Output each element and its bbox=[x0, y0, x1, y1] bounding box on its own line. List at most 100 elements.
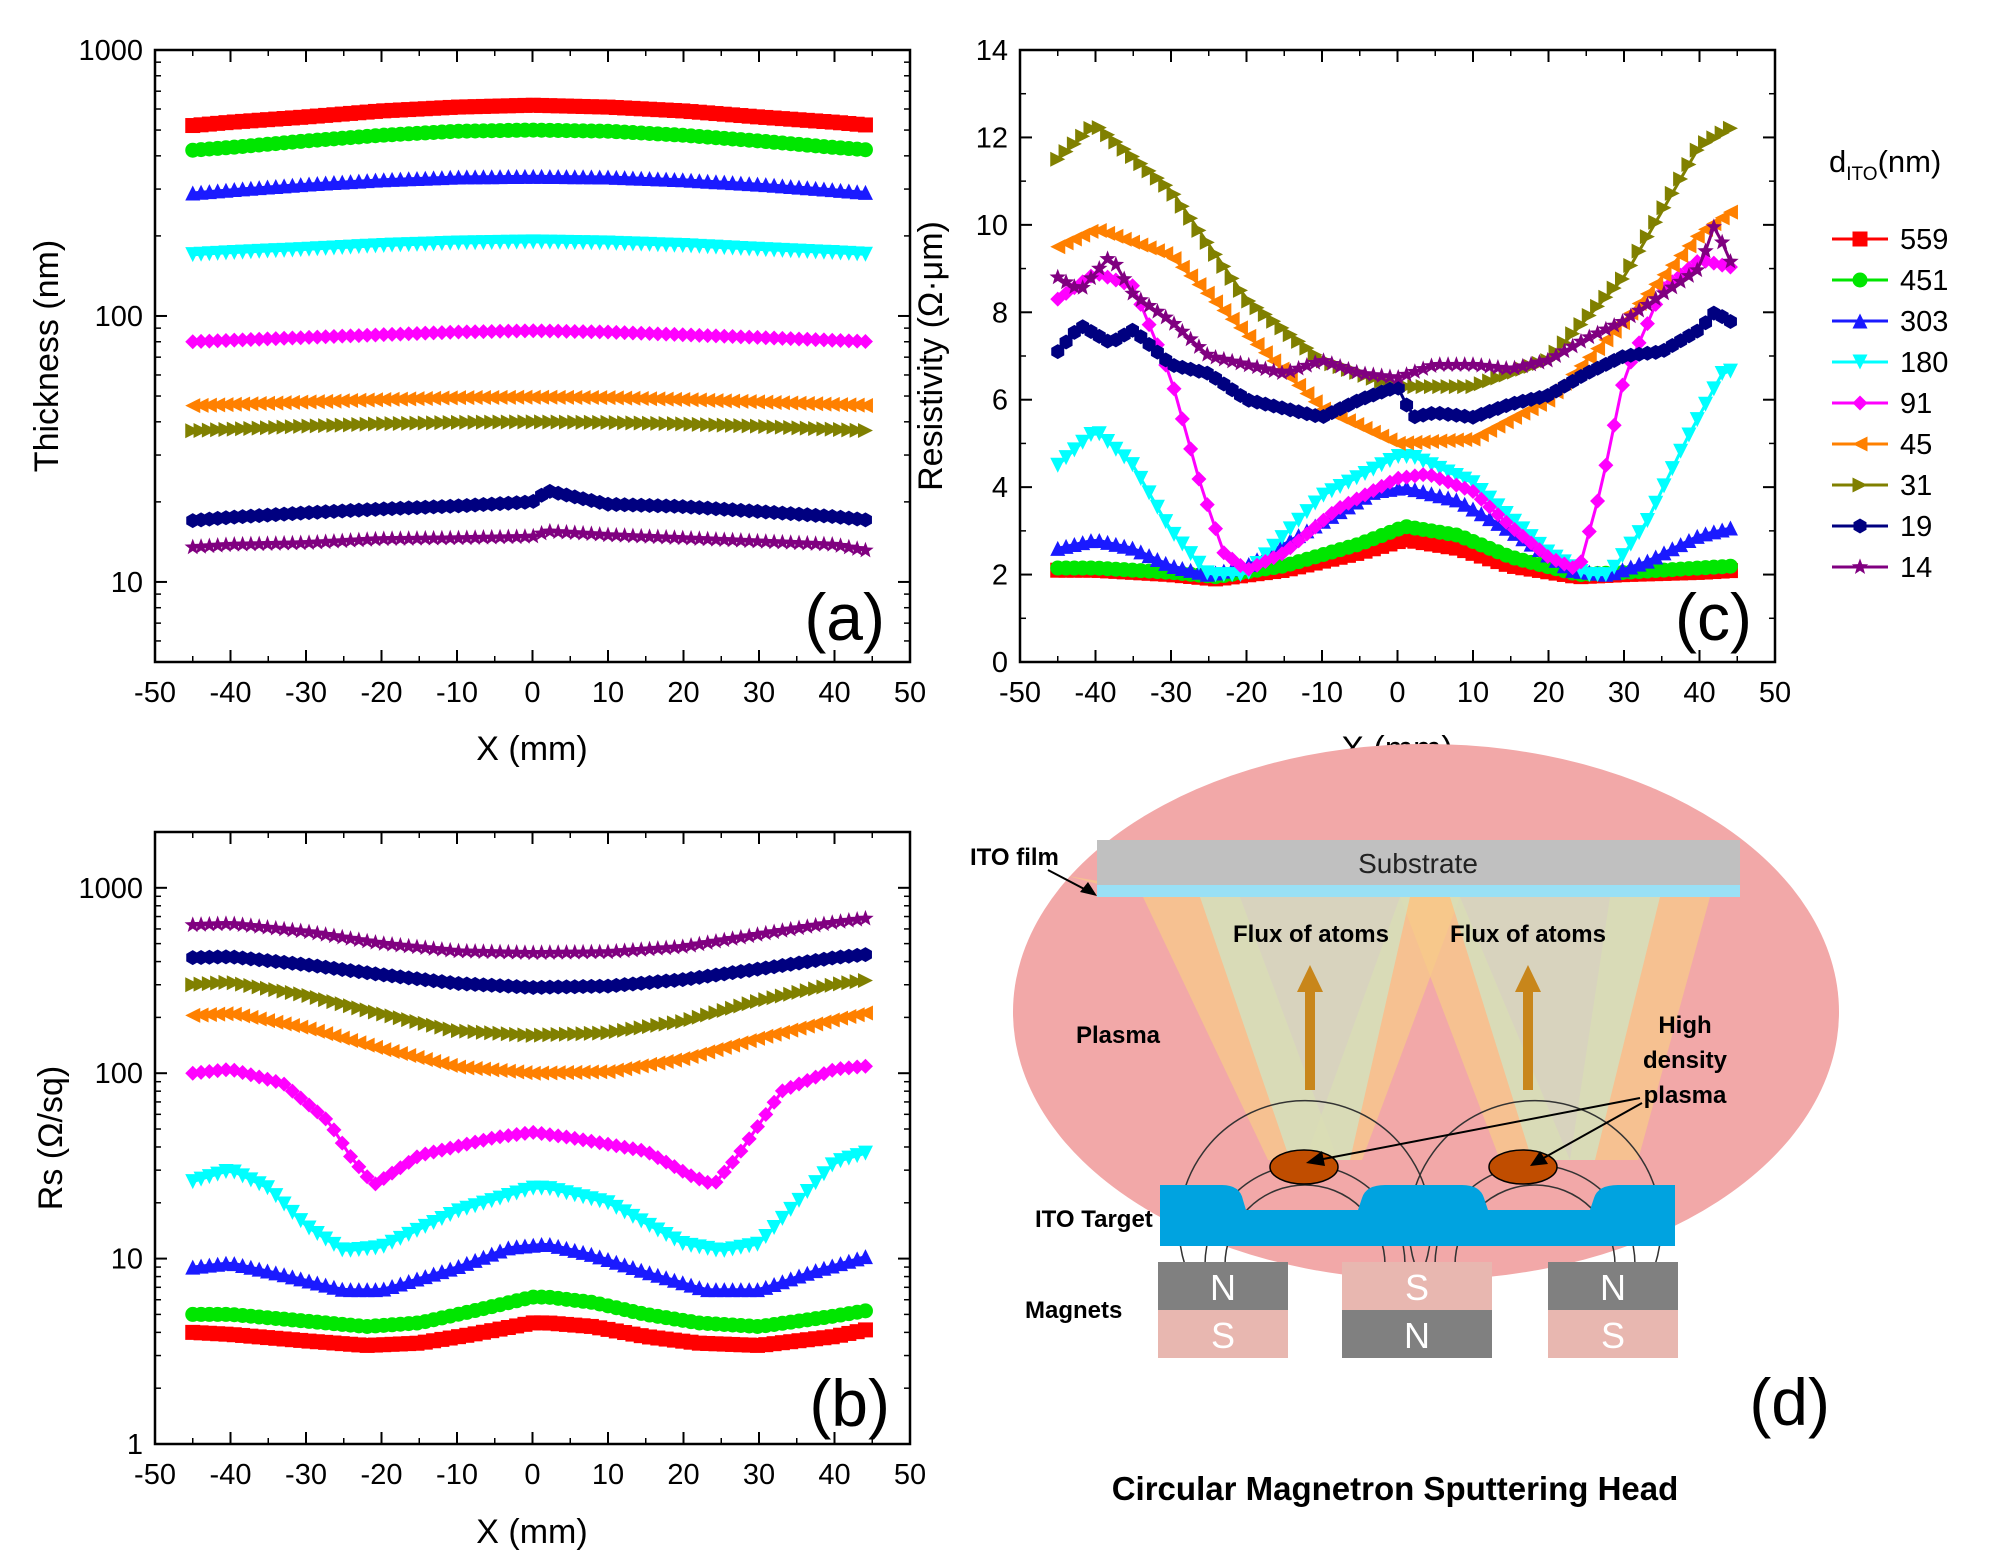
data-point-c-31-68 bbox=[1614, 271, 1630, 287]
data-point-c-45-25 bbox=[1257, 345, 1273, 361]
series-a-19 bbox=[186, 483, 872, 529]
data-point-c-14-19 bbox=[1207, 348, 1224, 365]
data-point-c-180-73 bbox=[1656, 478, 1672, 494]
data-point-c-14-67 bbox=[1605, 316, 1623, 333]
data-point-c-31-4 bbox=[1083, 121, 1099, 137]
ito-target bbox=[1160, 1185, 1675, 1246]
data-point-a-91-72 bbox=[783, 331, 799, 347]
data-point-a-31-9 bbox=[259, 420, 275, 436]
data-point-b-45-6 bbox=[235, 1008, 251, 1024]
data-point-c-180-36 bbox=[1349, 470, 1365, 486]
data-point-b-180-36 bbox=[484, 1193, 500, 1209]
data-point-b-31-31 bbox=[442, 1021, 458, 1037]
data-point-b-45-51 bbox=[608, 1062, 624, 1078]
data-point-c-31-74 bbox=[1664, 185, 1680, 201]
data-point-b-91-66 bbox=[733, 1143, 749, 1159]
data-point-c-180-34 bbox=[1332, 478, 1348, 494]
data-point-c-180-27 bbox=[1274, 530, 1290, 546]
data-point-a-45-61 bbox=[691, 392, 707, 408]
data-point-b-31-10 bbox=[268, 982, 284, 998]
data-point-c-31-18 bbox=[1199, 234, 1215, 250]
data-point-c-45-18 bbox=[1199, 285, 1215, 301]
data-point-c-91-32 bbox=[1316, 512, 1332, 528]
data-point-a-14-28 bbox=[417, 529, 434, 546]
data-point-b-45-7 bbox=[243, 1009, 259, 1025]
data-point-a-14-53 bbox=[624, 527, 642, 544]
data-point-a-14-66 bbox=[732, 532, 750, 548]
magnet-right: N S bbox=[1548, 1262, 1678, 1358]
data-point-c-14-58 bbox=[1531, 353, 1548, 370]
data-point-c-91-68 bbox=[1614, 377, 1630, 393]
data-point-c-91-15 bbox=[1174, 411, 1190, 427]
data-point-a-91-49 bbox=[592, 324, 608, 340]
data-point-c-180-80 bbox=[1714, 365, 1730, 381]
legend-title-subscript: ITO bbox=[1846, 164, 1877, 185]
data-point-b-91-18 bbox=[334, 1135, 350, 1151]
data-point-b-45-68 bbox=[749, 1030, 765, 1046]
data-point-c-31-39 bbox=[1374, 373, 1390, 389]
data-point-b-31-28 bbox=[417, 1015, 433, 1031]
data-point-a-91-31 bbox=[442, 324, 458, 340]
data-point-c-45-75 bbox=[1673, 247, 1689, 263]
data-point-a-14-19 bbox=[342, 532, 359, 548]
data-point-b-180-31 bbox=[442, 1207, 458, 1223]
data-point-b-14-1 bbox=[192, 916, 210, 932]
data-point-b-31-46 bbox=[567, 1026, 583, 1042]
data-point-a-91-18 bbox=[334, 328, 350, 344]
data-point-a-91-37 bbox=[492, 323, 508, 339]
data-point-c-91-50 bbox=[1465, 484, 1481, 500]
flux-arrow-right bbox=[1515, 965, 1541, 1090]
data-point-b-180-81 bbox=[857, 1145, 873, 1161]
data-point-c-14-0 bbox=[1049, 268, 1066, 285]
data-point-b-14-51 bbox=[608, 942, 625, 959]
data-point-b-31-64 bbox=[716, 1002, 732, 1018]
data-point-b-14-75 bbox=[807, 916, 824, 933]
data-point-c-91-51 bbox=[1473, 491, 1489, 507]
panel-c-y-axis-title: Resistivity (Ω·μm) bbox=[912, 221, 950, 491]
data-point-a-45-2 bbox=[201, 397, 217, 413]
data-point-c-31-7 bbox=[1108, 134, 1124, 150]
legend-label-180: 180 bbox=[1900, 347, 1948, 379]
data-point-b-31-47 bbox=[575, 1026, 591, 1042]
data-point-c-31-1 bbox=[1058, 144, 1074, 160]
data-point-b-45-41 bbox=[525, 1065, 541, 1081]
data-point-c-14-2 bbox=[1066, 278, 1083, 294]
data-point-a-91-65 bbox=[725, 329, 741, 345]
data-point-b-14-16 bbox=[317, 926, 334, 942]
data-point-b-31-43 bbox=[542, 1027, 558, 1043]
data-point-c-14-80 bbox=[1713, 233, 1731, 250]
magnet-center-bottom-pole bbox=[1342, 1310, 1492, 1358]
data-point-c-14-12 bbox=[1149, 302, 1166, 319]
data-point-c-91-44 bbox=[1415, 467, 1431, 483]
data-point-c-303-81 bbox=[1722, 520, 1738, 536]
data-point-a-45-0 bbox=[185, 398, 201, 414]
data-point-a-91-79 bbox=[841, 333, 857, 349]
data-point-c-91-71 bbox=[1639, 316, 1655, 332]
data-point-b-45-35 bbox=[475, 1061, 491, 1077]
data-point-a-31-15 bbox=[309, 418, 325, 434]
data-point-a-14-20 bbox=[350, 531, 368, 548]
data-point-c-91-55 bbox=[1507, 522, 1523, 538]
data-point-b-31-14 bbox=[301, 987, 317, 1003]
data-point-a-45-20 bbox=[351, 392, 367, 408]
data-point-b-180-50 bbox=[600, 1195, 616, 1211]
data-point-b-31-54 bbox=[633, 1020, 649, 1036]
data-point-b-31-37 bbox=[492, 1025, 508, 1041]
data-point-c-45-4 bbox=[1083, 223, 1099, 239]
magnet-left-top-pole bbox=[1158, 1262, 1288, 1310]
data-point-b-14-4 bbox=[217, 915, 235, 931]
data-point-a-91-81 bbox=[857, 333, 873, 349]
data-point-a-91-46 bbox=[567, 323, 583, 339]
data-point-c-45-73 bbox=[1656, 267, 1672, 283]
legend-label-303: 303 bbox=[1900, 306, 1948, 338]
high-density-pointer-left-head bbox=[1306, 1151, 1325, 1166]
data-point-b-180-27 bbox=[409, 1222, 425, 1238]
data-point-c-180-8 bbox=[1116, 449, 1132, 465]
data-point-c-14-17 bbox=[1190, 338, 1208, 354]
data-point-b-14-77 bbox=[824, 914, 841, 930]
data-point-c-14-42 bbox=[1398, 366, 1415, 382]
data-point-a-14-47 bbox=[574, 524, 592, 541]
flux-arrow-left-head bbox=[1297, 965, 1323, 992]
panel-a-series bbox=[184, 97, 874, 558]
data-point-c-31-45 bbox=[1423, 379, 1439, 395]
